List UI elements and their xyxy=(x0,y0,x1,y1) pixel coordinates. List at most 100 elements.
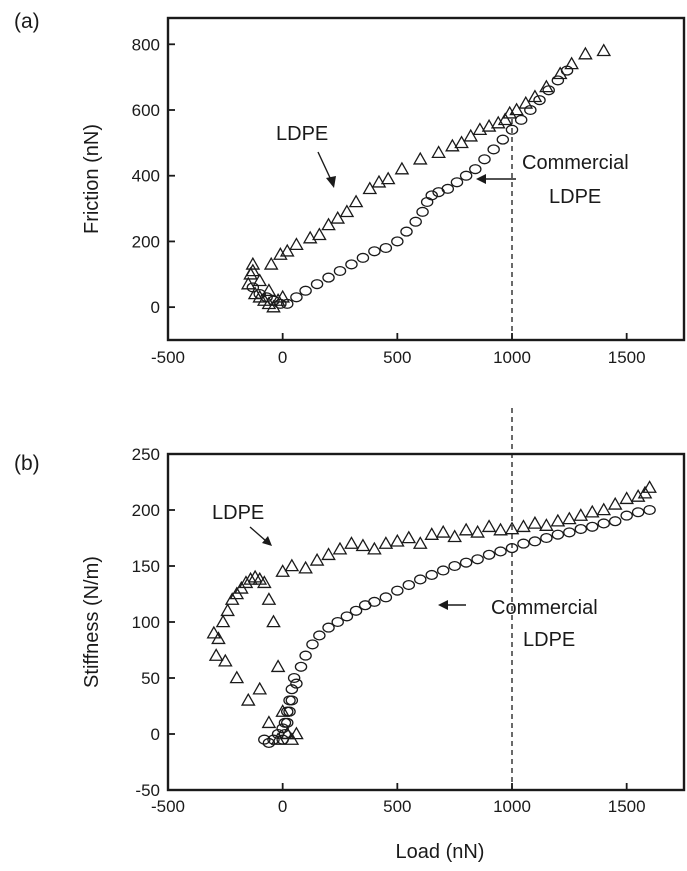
circle-marker xyxy=(471,554,484,565)
circle-marker xyxy=(306,639,319,650)
circle-marker xyxy=(425,190,438,201)
circle-marker xyxy=(494,546,507,557)
triangle-marker xyxy=(431,145,446,159)
triangle-marker xyxy=(289,237,304,251)
triangle-marker xyxy=(256,575,272,589)
triangle-marker xyxy=(298,560,313,574)
triangle-marker xyxy=(215,614,231,628)
triangle-marker xyxy=(261,283,277,297)
triangle-marker xyxy=(273,247,288,260)
triangle-marker xyxy=(642,480,657,493)
circle-marker xyxy=(425,569,438,581)
triangle-marker xyxy=(509,102,524,116)
triangle-marker xyxy=(497,112,513,126)
triangle-marker xyxy=(344,536,359,549)
triangle-marker xyxy=(261,592,277,605)
circle-marker xyxy=(560,65,574,76)
y-tick-label: 0 xyxy=(151,725,160,744)
circle-marker xyxy=(441,183,455,194)
circle-marker xyxy=(285,684,299,695)
circle-marker xyxy=(563,527,576,538)
circle-marker xyxy=(267,734,280,745)
triangle-marker xyxy=(229,670,245,684)
circle-marker xyxy=(528,536,542,547)
circle-marker xyxy=(287,672,301,684)
circle-marker xyxy=(276,723,289,734)
circle-marker xyxy=(267,295,280,306)
triangle-marker xyxy=(270,659,286,673)
annotation-commercial: Commercial xyxy=(522,152,629,174)
circle-marker xyxy=(356,252,370,263)
circle-marker xyxy=(299,285,312,296)
triangle-marker xyxy=(490,115,506,129)
triangle-marker xyxy=(378,536,394,549)
circle-marker xyxy=(391,585,404,596)
circle-marker xyxy=(391,236,404,247)
y-tick-label: 100 xyxy=(132,613,160,632)
series-commercial-ldpe xyxy=(258,504,656,749)
circle-marker xyxy=(285,695,299,706)
triangle-marker xyxy=(401,530,417,544)
triangle-marker xyxy=(458,522,474,536)
circle-marker xyxy=(271,728,285,740)
annotation-commercial-ldpe: LDPE xyxy=(523,629,575,651)
y-tick-label: 600 xyxy=(132,101,160,120)
triangle-marker xyxy=(472,122,488,136)
y-tick-label: 800 xyxy=(132,35,160,54)
x-tick-label: 1000 xyxy=(493,348,531,367)
triangle-marker xyxy=(279,243,295,257)
triangle-marker xyxy=(394,161,410,175)
triangle-marker xyxy=(607,496,623,510)
circle-marker xyxy=(478,154,491,165)
triangle-marker xyxy=(390,533,405,547)
triangle-marker xyxy=(630,489,646,502)
circle-marker xyxy=(260,292,273,303)
circle-marker xyxy=(313,630,326,641)
circle-marker xyxy=(469,164,482,175)
triangle-marker xyxy=(424,527,440,540)
triangle-marker xyxy=(481,118,497,132)
x-tick-label: 0 xyxy=(278,797,287,816)
circle-marker xyxy=(340,611,354,622)
triangle-marker xyxy=(270,732,286,745)
circle-marker xyxy=(246,282,260,293)
circle-marker xyxy=(643,504,656,516)
triangle-marker xyxy=(367,541,382,555)
circle-marker xyxy=(505,543,519,554)
circle-marker xyxy=(253,288,266,300)
triangle-marker xyxy=(463,128,479,142)
circle-marker xyxy=(276,734,289,745)
annotation-arrowhead-commercial xyxy=(476,174,486,184)
circle-marker xyxy=(551,75,565,86)
triangle-marker xyxy=(578,46,593,60)
circle-marker xyxy=(620,510,633,521)
circle-marker xyxy=(281,717,294,728)
circle-marker xyxy=(416,206,429,217)
circle-marker xyxy=(283,706,296,717)
triangle-marker xyxy=(502,105,518,119)
triangle-marker xyxy=(539,518,554,531)
circle-marker xyxy=(586,521,599,532)
x-tick-label: 1000 xyxy=(493,797,531,816)
y-tick-label: 0 xyxy=(151,298,160,317)
triangle-marker xyxy=(309,552,325,566)
triangle-marker xyxy=(504,521,520,535)
x-tick-label: 0 xyxy=(278,348,287,367)
circle-marker xyxy=(487,144,500,155)
annotation-arrow-ldpe xyxy=(249,526,267,542)
x-axis-title: Load (nN) xyxy=(396,841,485,863)
triangle-marker xyxy=(619,491,634,505)
annotation-ldpe: LDPE xyxy=(276,123,328,145)
triangle-marker xyxy=(220,603,235,617)
x-tick-label: 500 xyxy=(383,348,411,367)
circle-marker xyxy=(262,737,276,749)
triangle-marker xyxy=(284,558,300,572)
circle-marker xyxy=(551,529,565,540)
circle-marker xyxy=(517,538,530,549)
circle-marker xyxy=(278,728,292,740)
x-tick-label: -500 xyxy=(151,348,185,367)
circle-marker xyxy=(542,85,555,96)
triangle-marker xyxy=(321,547,336,561)
